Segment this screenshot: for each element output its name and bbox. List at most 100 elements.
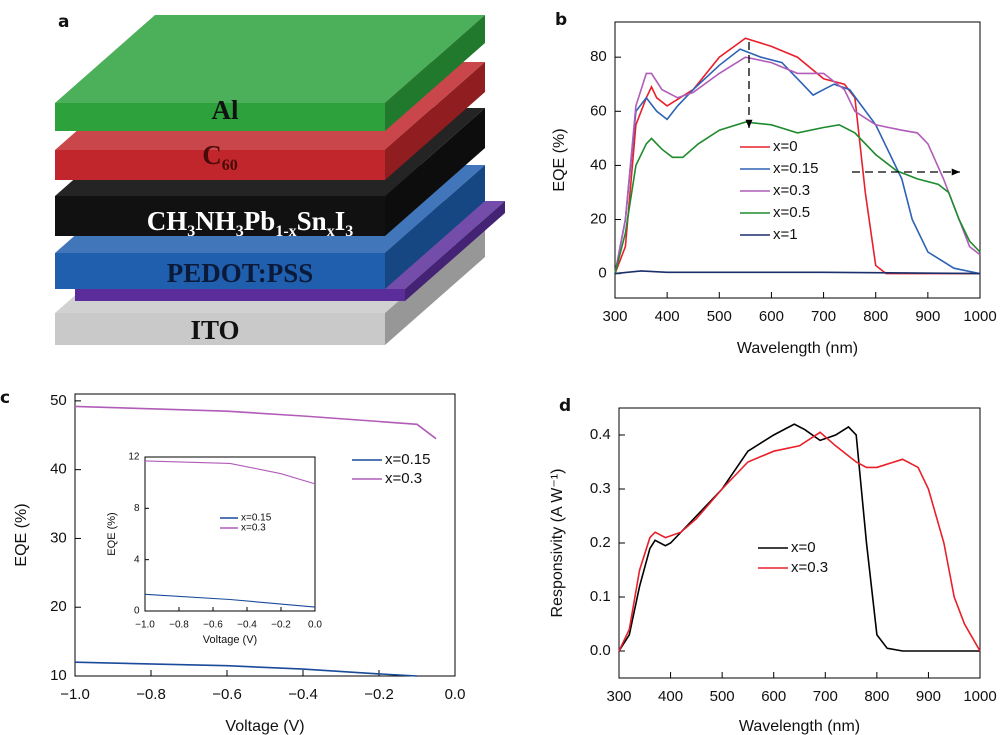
legend-label: x=0.15: [241, 513, 272, 524]
x-tick-label: 800: [864, 688, 889, 705]
legend-label: x=0.5: [773, 204, 810, 221]
plot-frame: [614, 21, 981, 299]
x-tick-label: −1.0: [60, 686, 90, 703]
y-tick-label: 20: [50, 598, 67, 615]
x-tick-label: 600: [761, 688, 786, 705]
x-tick-label: 300: [606, 688, 631, 705]
x-tick-label: 1000: [963, 688, 996, 705]
layer-label-part: ITO: [190, 315, 239, 345]
panel-label: b: [555, 10, 567, 30]
layer-label-part: 3: [187, 223, 195, 240]
layer-front: [55, 196, 385, 236]
x-tick-label: 500: [707, 308, 732, 325]
layer-label-part: CH: [147, 206, 188, 236]
layer-label-part: 3: [236, 223, 244, 240]
series-line: [614, 37, 980, 275]
layer-label-part: Al: [212, 95, 239, 125]
y-tick-label: 20: [590, 210, 607, 227]
arrow-head: [745, 119, 753, 128]
y-tick-label: 40: [590, 156, 607, 173]
x-tick-label: 500: [710, 688, 735, 705]
y-axis-label: EQE (%): [551, 128, 568, 191]
x-tick-label: −0.8: [136, 686, 166, 703]
layer-label-part: x: [327, 223, 335, 240]
y-tick-label: 40: [50, 461, 67, 478]
x-tick-label: 0.0: [308, 620, 322, 631]
y-tick-label: 0.2: [590, 534, 611, 551]
layer-label-part: Sn: [297, 206, 327, 236]
layer-label-part: NH: [195, 206, 236, 236]
x-tick-label: −0.4: [237, 620, 257, 631]
layer-front: [55, 253, 385, 289]
x-axis-label: Wavelength (nm): [737, 340, 858, 357]
layer-label-part: 60: [222, 157, 238, 174]
layer-stack: [55, 15, 505, 345]
layer-side: [405, 201, 505, 301]
x-axis-label: Voltage (V): [225, 718, 304, 735]
layer-label: CH3NH3Pb1-xSnxI3: [147, 206, 353, 239]
legend-label: x=0.3: [241, 523, 266, 534]
panel-label: a: [58, 12, 69, 32]
x-tick-label: 400: [655, 308, 680, 325]
layer-label: C60: [202, 140, 238, 173]
legend-label: x=0.15: [385, 451, 430, 468]
x-tick-label: 900: [915, 308, 940, 325]
x-tick-label: 600: [759, 308, 784, 325]
x-tick-label: 0.0: [445, 686, 466, 703]
panel-label: c: [0, 388, 10, 408]
layer-top: [55, 15, 485, 103]
y-tick-label: 10: [50, 667, 67, 684]
layer-label-part: PEDOT:PSS: [167, 258, 314, 288]
series-line: [618, 431, 981, 652]
x-tick-label: 800: [863, 308, 888, 325]
layer-front: [55, 313, 385, 345]
x-tick-label: −0.2: [364, 686, 394, 703]
layer-side: [385, 165, 485, 289]
y-tick-label: 0: [598, 265, 606, 282]
layer-label-part: C: [202, 140, 222, 170]
x-tick-label: 700: [813, 688, 838, 705]
x-tick-label: 1000: [963, 308, 996, 325]
layer-label-part: 1-x: [275, 223, 296, 240]
series-line: [74, 661, 418, 677]
arrow-head: [951, 168, 960, 176]
series-line: [144, 460, 316, 485]
series-line: [74, 405, 437, 440]
layer-label-part: Pb: [244, 206, 276, 236]
y-tick-label: 12: [128, 452, 140, 463]
x-tick-label: 400: [658, 688, 683, 705]
series-line: [614, 48, 981, 275]
y-tick-label: 4: [134, 554, 140, 565]
y-tick-label: 0.3: [590, 480, 611, 497]
series-line: [144, 593, 316, 608]
layer-front: [55, 103, 385, 131]
layer-side: [385, 225, 485, 345]
y-tick-label: 0.4: [590, 426, 611, 443]
y-tick-label: 8: [134, 503, 140, 514]
x-tick-label: −0.6: [212, 686, 242, 703]
x-axis-label: Wavelength (nm): [739, 718, 860, 735]
series-line: [614, 121, 981, 274]
layer-label: PEDOT:PSS: [167, 258, 314, 288]
layer-label-part: 3: [345, 223, 353, 240]
layer-side: [385, 15, 485, 131]
layer-label: ITO: [190, 315, 239, 345]
y-tick-label: 0.0: [590, 642, 611, 659]
series-line: [614, 56, 981, 274]
layer-front: [75, 289, 405, 301]
layer-label-part: I: [335, 206, 346, 236]
x-axis-label: Voltage (V): [203, 634, 257, 646]
y-axis-label: Responsivity (A W⁻¹): [549, 469, 566, 618]
y-tick-label: 60: [590, 102, 607, 119]
x-tick-label: −0.6: [203, 620, 223, 631]
layer-front: [55, 150, 385, 180]
legend-label: x=0: [773, 138, 798, 155]
y-tick-label: 0.1: [590, 588, 611, 605]
legend-label: x=0.15: [773, 160, 818, 177]
legend-label: x=0.3: [385, 470, 422, 487]
y-tick-label: 30: [50, 529, 67, 546]
x-tick-label: −0.8: [169, 620, 189, 631]
plot-frame: [74, 393, 456, 677]
y-axis-label: EQE (%): [13, 503, 30, 566]
